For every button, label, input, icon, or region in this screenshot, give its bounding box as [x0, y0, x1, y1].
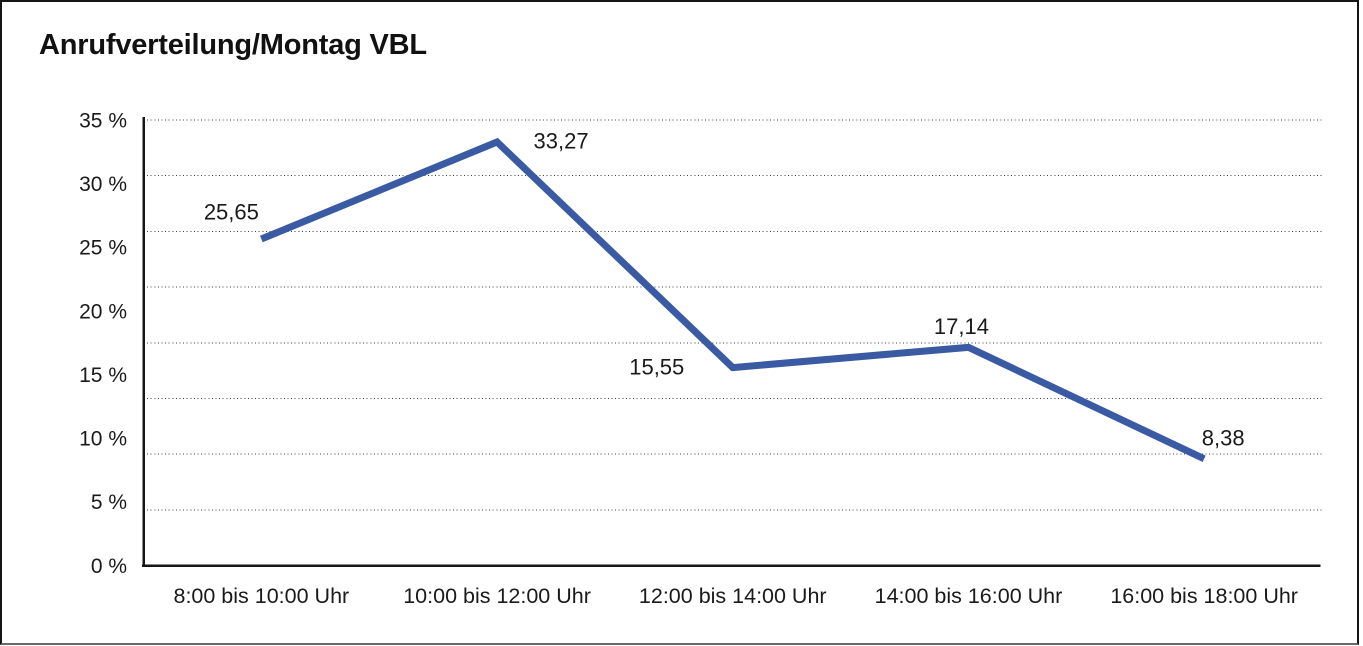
y-tick-label: 5 %: [91, 491, 127, 514]
data-point-label: 33,27: [534, 129, 589, 154]
data-point-label: 8,38: [1202, 426, 1245, 451]
y-tick-label: 0 %: [91, 555, 127, 578]
data-point-label: 25,65: [204, 200, 259, 225]
x-category-label: 14:00 bis 16:00 Uhr: [875, 584, 1063, 608]
y-tick-label: 35 %: [79, 109, 127, 132]
data-point-label: 15,55: [629, 354, 684, 379]
x-category-label: 8:00 bis 10:00 Uhr: [173, 584, 349, 608]
x-category-label: 16:00 bis 18:00 Uhr: [1110, 584, 1298, 608]
data-line: [260, 137, 1206, 462]
data-point-label: 17,14: [934, 314, 989, 339]
y-tick-label: 10 %: [79, 428, 127, 451]
x-category-label: 12:00 bis 14:00 Uhr: [639, 584, 827, 608]
x-category-label: 10:00 bis 12:00 Uhr: [403, 584, 591, 608]
y-tick-label: 20 %: [79, 300, 127, 323]
y-tick-label: 25 %: [79, 237, 127, 260]
y-tick-label: 15 %: [79, 364, 127, 387]
y-tick-label: 30 %: [79, 173, 127, 196]
chart-title: Anrufverteilung/Montag VBL: [39, 29, 427, 61]
